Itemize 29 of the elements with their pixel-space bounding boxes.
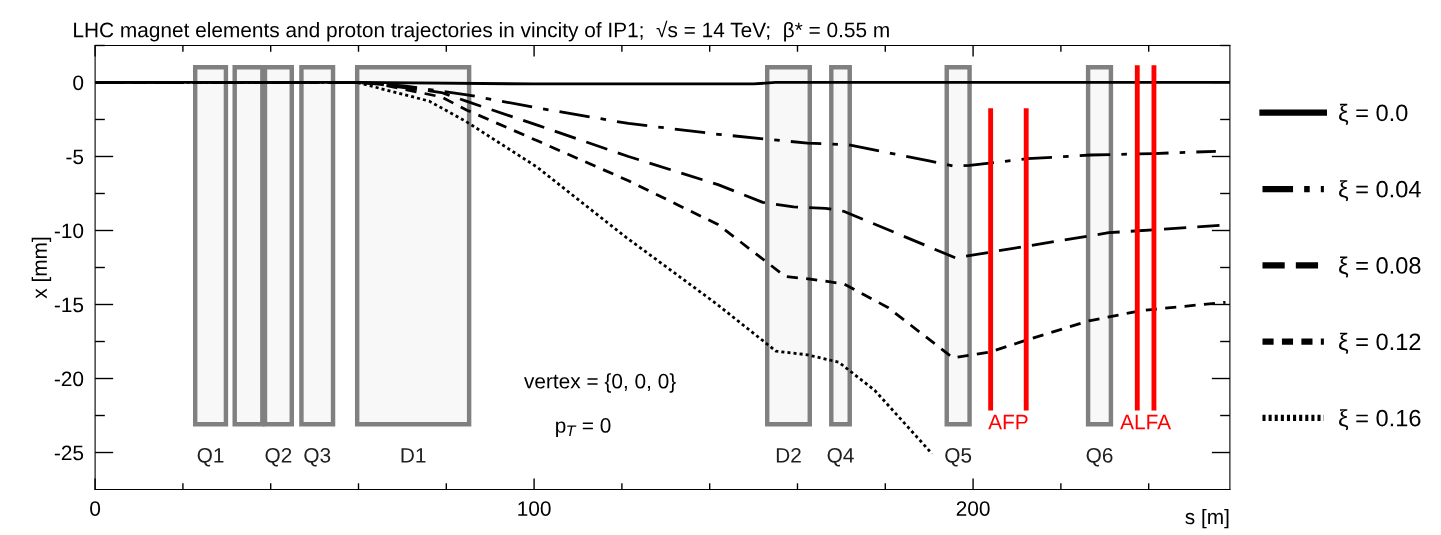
band-label: Q2 [265, 447, 292, 467]
band-label: Q5 [945, 447, 972, 467]
band-label: Q4 [827, 447, 854, 467]
legend-label: ξ = 0.12 [1339, 332, 1421, 354]
band-label: Q3 [304, 447, 331, 467]
x-tick-label: 0 [90, 501, 101, 516]
x-axis-title: s [m] [1185, 508, 1229, 529]
y-tick-label: -5 [66, 149, 84, 165]
band-label: D1 [401, 448, 426, 463]
legend-label: ξ = 0.04 [1339, 180, 1421, 202]
y-tick-label: -10 [54, 223, 84, 239]
annotation: ALFA [1120, 414, 1172, 430]
annotation: AFP [988, 414, 1028, 430]
chart-title: LHC magnet elements and proton trajectories in vincity of IP1; √s = 14 TeV; β* = 0.55 m [74, 20, 889, 42]
legend-label: ξ = 0.0 [1339, 103, 1408, 126]
legend-label: ξ = 0.08 [1339, 256, 1421, 278]
x-tick-label: 100 [518, 501, 551, 516]
y-axis-title: x [mm] [31, 237, 52, 299]
annotation: p$_{T}$ = 0 [556, 418, 611, 437]
y-tick-label: 0 [73, 75, 84, 91]
legend-label: ξ = 0.16 [1339, 409, 1421, 431]
band-label: D2 [776, 447, 801, 463]
y-tick-label: -20 [54, 371, 84, 387]
annotation: vertex = {0, 0, 0} [524, 373, 676, 393]
y-tick-label: -25 [54, 445, 84, 461]
x-tick-label: 200 [956, 501, 990, 516]
band-label: Q1 [197, 447, 224, 467]
band-label: Q6 [1086, 447, 1113, 467]
y-tick-label: -15 [54, 297, 84, 313]
